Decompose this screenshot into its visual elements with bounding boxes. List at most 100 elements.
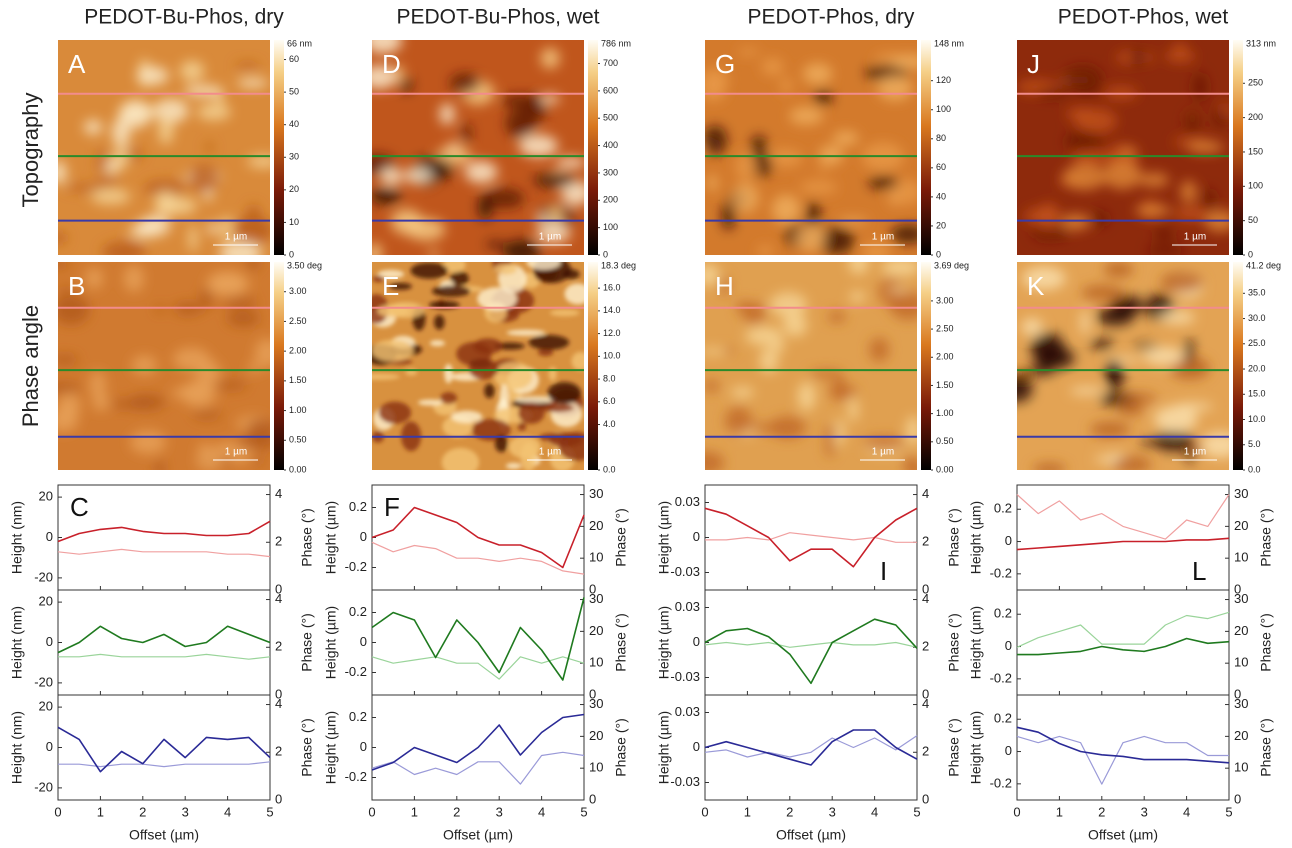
texture-blob xyxy=(1140,440,1153,448)
colorbar-tick-label: 700 xyxy=(603,58,618,68)
height-profile xyxy=(1017,637,1230,656)
texture-blob xyxy=(1092,210,1108,227)
colorbar-max: 786 nm xyxy=(601,38,631,48)
phase-profile xyxy=(1016,611,1230,648)
texture-blob xyxy=(771,194,801,225)
phase-profile xyxy=(705,532,917,543)
y-tick-label: 0 xyxy=(360,634,367,649)
y-tick-label: -0.2 xyxy=(345,664,367,679)
plot-frame xyxy=(1016,589,1230,696)
texture-blob xyxy=(501,94,536,109)
y2-tick-label: 10 xyxy=(589,655,603,670)
texture-blob xyxy=(743,302,766,325)
colorbar-tick-label: 300 xyxy=(603,167,618,177)
colorbar-tick-label: 50 xyxy=(289,86,299,96)
texture-blob xyxy=(83,119,103,135)
y-tick-label: 0 xyxy=(360,529,367,544)
y2-tick-label: 20 xyxy=(589,518,603,533)
x-tick-label: 1 xyxy=(97,804,104,819)
texture-blob xyxy=(547,381,582,405)
texture-blob xyxy=(794,225,826,252)
y-axis-label: Height (nm) xyxy=(9,606,25,679)
panel-letter: C xyxy=(70,492,89,522)
texture-blob xyxy=(196,103,231,121)
colorbar-tick-label: 120 xyxy=(936,75,951,85)
colorbar-tick-label: 15.0 xyxy=(1248,389,1266,399)
texture-blob xyxy=(528,334,570,350)
y2-tick-label: 20 xyxy=(1234,518,1248,533)
texture-blob xyxy=(440,392,458,405)
texture-blob xyxy=(533,173,577,188)
panel-letter: D xyxy=(382,49,401,79)
phase-profile xyxy=(58,653,271,660)
colorbar-tick-label: 0 xyxy=(936,249,941,259)
texture-blob xyxy=(526,262,561,270)
y2-tick-label: 0 xyxy=(589,686,596,701)
texture-blob xyxy=(1060,213,1091,231)
texture-blob xyxy=(410,262,449,279)
texture-blob xyxy=(208,274,250,293)
y2-tick-label: 4 xyxy=(275,696,282,711)
colorbar-tick-label: 0.00 xyxy=(289,464,307,474)
y2-tick-label: 30 xyxy=(589,591,603,606)
texture-blob xyxy=(154,190,176,215)
y-tick-label: 0.03 xyxy=(675,599,700,614)
colorbar-tick-label: 1.50 xyxy=(289,375,307,385)
colorbar-tick-label: 12.0 xyxy=(603,328,621,338)
x-tick-label: 0 xyxy=(54,804,61,819)
texture-blob xyxy=(1069,386,1105,395)
colorbar xyxy=(1233,262,1243,470)
texture-blob xyxy=(1080,309,1089,336)
texture-blob xyxy=(832,131,859,146)
texture-blob xyxy=(548,366,557,381)
texture-blob xyxy=(378,401,412,424)
texture-blob xyxy=(540,47,560,69)
colorbar-tick-label: 50 xyxy=(1248,215,1258,225)
afm-image xyxy=(372,40,584,255)
texture-blob xyxy=(518,134,558,158)
texture-blob xyxy=(816,227,855,255)
image-texture xyxy=(372,262,584,470)
texture-blob xyxy=(861,242,892,255)
y2-axis-label: Phase (°) xyxy=(946,508,962,567)
texture-blob xyxy=(789,106,824,125)
colorbar-tick-label: 10 xyxy=(289,217,299,227)
texture-blob xyxy=(200,287,213,309)
texture-blob xyxy=(222,296,257,307)
texture-blob xyxy=(58,160,67,185)
y2-tick-label: 0 xyxy=(922,686,929,701)
texture-blob xyxy=(890,225,917,244)
texture-blob xyxy=(248,362,261,374)
texture-blob xyxy=(1121,393,1158,404)
phase-profile xyxy=(371,541,585,575)
texture-blob xyxy=(1062,164,1107,191)
texture-blob xyxy=(58,262,71,268)
y2-tick-label: 4 xyxy=(922,591,929,606)
texture-blob xyxy=(707,174,718,192)
colorbar-tick-label: 40 xyxy=(936,191,946,201)
texture-blob xyxy=(1071,149,1109,166)
y2-tick-label: 0 xyxy=(922,791,929,806)
scale-label: 1 µm xyxy=(1184,232,1206,243)
afm-image xyxy=(1017,262,1229,470)
texture-blob xyxy=(393,64,404,82)
texture-blob xyxy=(1174,42,1187,53)
texture-blob xyxy=(1063,65,1103,89)
texture-blob xyxy=(757,245,773,255)
y2-tick-label: 0 xyxy=(275,581,282,596)
colorbar-tick-label: 30 xyxy=(289,152,299,162)
texture-blob xyxy=(136,66,169,85)
texture-blob xyxy=(154,460,166,470)
y-tick-label: 0 xyxy=(693,739,700,754)
colorbar-tick-label: 16.0 xyxy=(603,283,621,293)
colorbar-tick-label: 2.50 xyxy=(289,316,307,326)
texture-blob xyxy=(1212,109,1228,128)
texture-blob xyxy=(377,269,405,279)
texture-blob xyxy=(833,418,845,447)
y-axis-label: Height (µm) xyxy=(968,606,984,679)
x-tick-label: 1 xyxy=(411,804,418,819)
y2-tick-label: 2 xyxy=(275,744,282,759)
texture-blob xyxy=(464,160,498,184)
y2-tick-label: 0 xyxy=(1234,581,1241,596)
texture-blob xyxy=(539,403,574,413)
